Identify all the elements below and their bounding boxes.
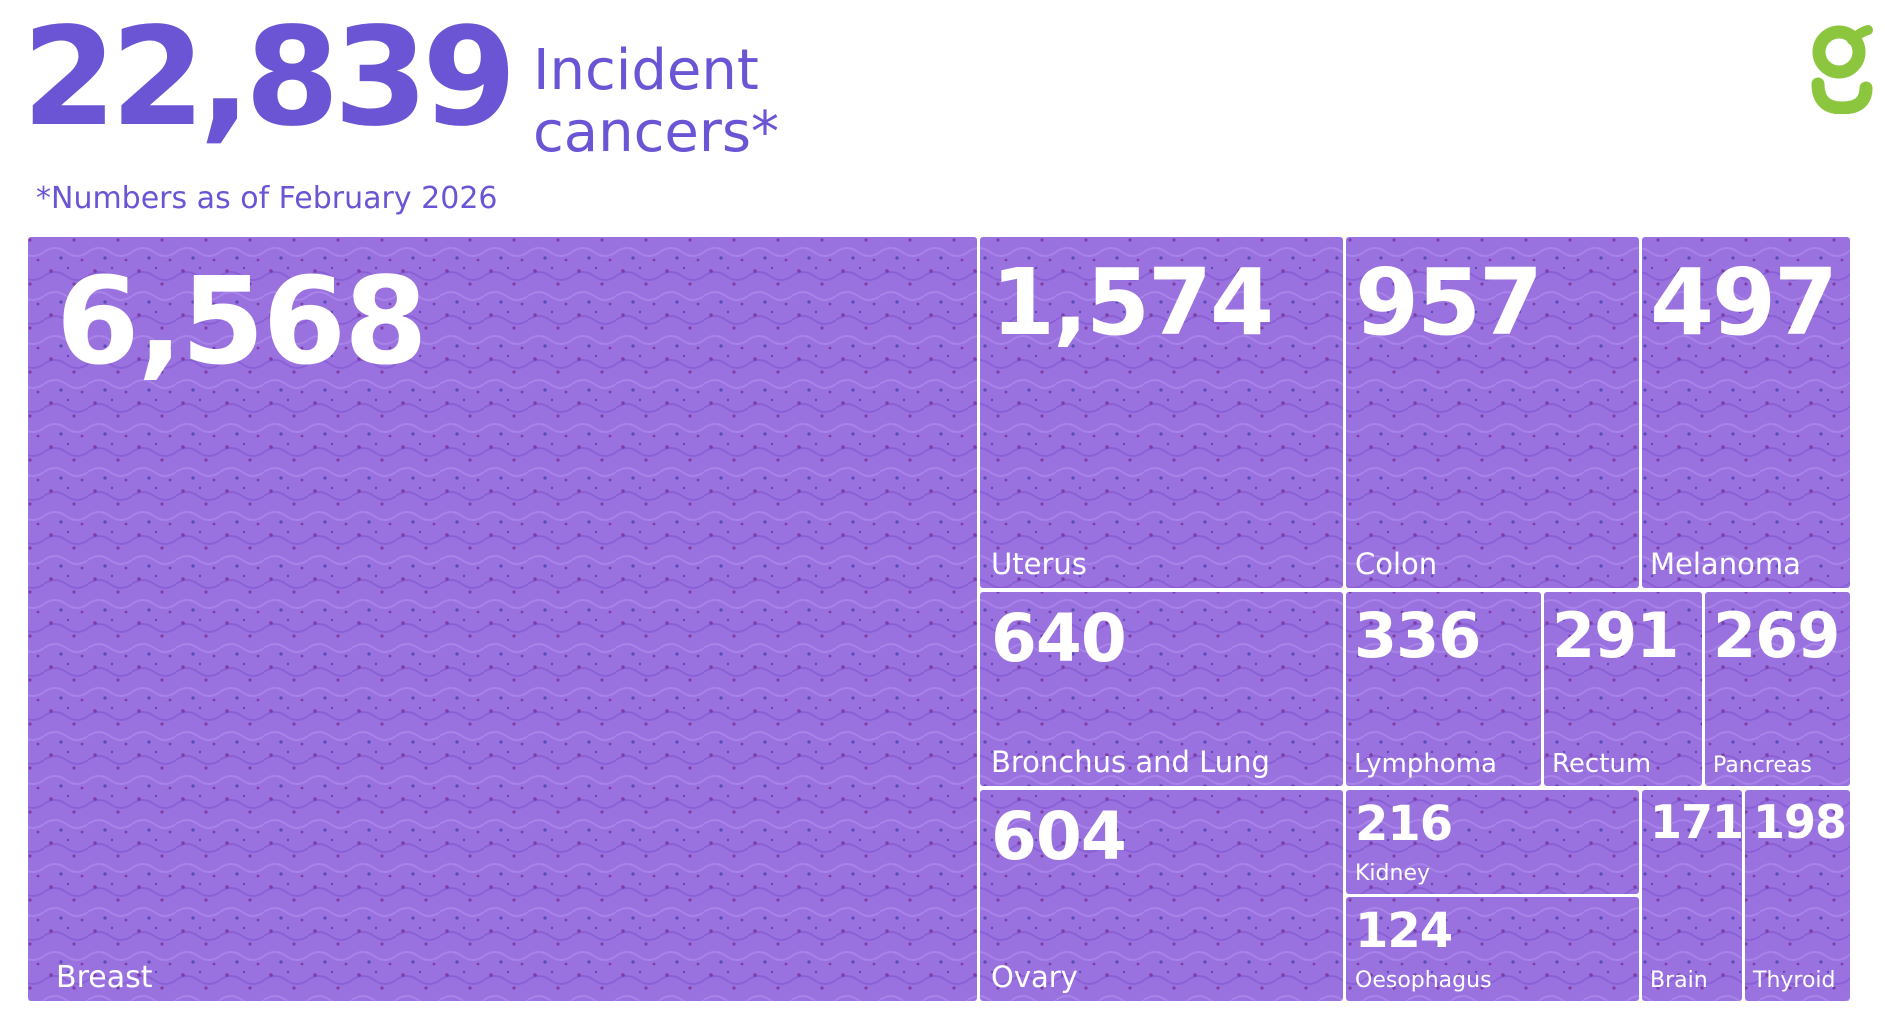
tile-ovary: 604 Ovary xyxy=(980,790,1343,1001)
tile-colon: 957 Colon xyxy=(1346,237,1639,588)
tile-rect-bronchus-and-lung xyxy=(980,592,1343,786)
tile-pancreas: 269 Pancreas xyxy=(1705,592,1850,786)
tile-rect-pancreas xyxy=(1705,592,1850,786)
tile-rect-kidney xyxy=(1346,790,1639,894)
total-incident-cancers: 22,839 xyxy=(22,0,517,157)
tile-value-colon: 957 xyxy=(1355,249,1541,356)
tile-label-breast: Breast xyxy=(56,960,153,995)
tile-oesophagus: 124 Oesophagus xyxy=(1346,897,1639,1001)
tile-label-lymphoma: Lymphoma xyxy=(1354,749,1497,779)
tile-label-bronchus-and-lung: Bronchus and Lung xyxy=(991,745,1270,779)
tile-label-ovary: Ovary xyxy=(991,960,1078,994)
tile-label-brain: Brain xyxy=(1650,968,1708,993)
tile-label-melanoma: Melanoma xyxy=(1650,547,1801,581)
tile-brain: 171 Brain xyxy=(1642,790,1744,1001)
g-logo-icon xyxy=(1811,25,1873,114)
headline-label-line2: cancers* xyxy=(533,100,780,165)
tile-label-thyroid: Thyroid xyxy=(1752,968,1836,993)
tile-rect-melanoma xyxy=(1642,237,1850,588)
tile-label-kidney: Kidney xyxy=(1355,861,1430,886)
tile-label-oesophagus: Oesophagus xyxy=(1355,968,1492,993)
tile-rect-ovary xyxy=(980,790,1343,1001)
tile-bronchus-and-lung: 640 Bronchus and Lung xyxy=(980,592,1343,786)
tile-label-pancreas: Pancreas xyxy=(1713,753,1812,778)
tile-thyroid: 198 Thyroid xyxy=(1745,790,1850,1001)
tile-value-kidney: 216 xyxy=(1355,796,1452,852)
tile-rect-colon xyxy=(1346,237,1639,588)
headline-label-line1: Incident xyxy=(533,38,759,103)
tile-value-lymphoma: 336 xyxy=(1354,599,1480,672)
tile-label-colon: Colon xyxy=(1355,547,1437,581)
tile-melanoma: 497 Melanoma xyxy=(1642,237,1850,588)
tile-value-breast: 6,568 xyxy=(56,253,426,392)
tile-rectum: 291 Rectum xyxy=(1544,592,1702,786)
tile-kidney: 216 Kidney xyxy=(1346,790,1639,894)
tile-lymphoma: 336 Lymphoma xyxy=(1346,592,1541,786)
tile-label-uterus: Uterus xyxy=(991,547,1087,581)
tile-value-brain: 171 xyxy=(1650,795,1743,849)
tile-rect-lymphoma xyxy=(1346,592,1541,786)
tile-uterus: 1,574 Uterus xyxy=(980,237,1343,588)
tile-rect-brain xyxy=(1642,790,1742,1001)
tile-value-rectum: 291 xyxy=(1552,599,1678,672)
tile-rect-breast xyxy=(28,237,977,1001)
tile-rect-rectum xyxy=(1544,592,1702,786)
tile-rect-thyroid xyxy=(1745,790,1850,1001)
tile-value-melanoma: 497 xyxy=(1650,249,1836,356)
tile-value-pancreas: 269 xyxy=(1713,599,1839,672)
tile-value-oesophagus: 124 xyxy=(1355,903,1452,959)
tile-value-bronchus-and-lung: 640 xyxy=(991,600,1126,677)
tile-rect-oesophagus xyxy=(1346,897,1639,1001)
tile-breast: 6,568 Breast xyxy=(28,237,977,1001)
tile-value-ovary: 604 xyxy=(991,798,1126,875)
headline-label: Incident cancers* xyxy=(533,40,779,164)
tile-label-rectum: Rectum xyxy=(1552,749,1651,779)
tile-value-uterus: 1,574 xyxy=(991,249,1272,356)
tile-value-thyroid: 198 xyxy=(1753,795,1846,849)
footnote: *Numbers as of February 2026 xyxy=(36,181,498,216)
tile-rect-uterus xyxy=(980,237,1343,588)
